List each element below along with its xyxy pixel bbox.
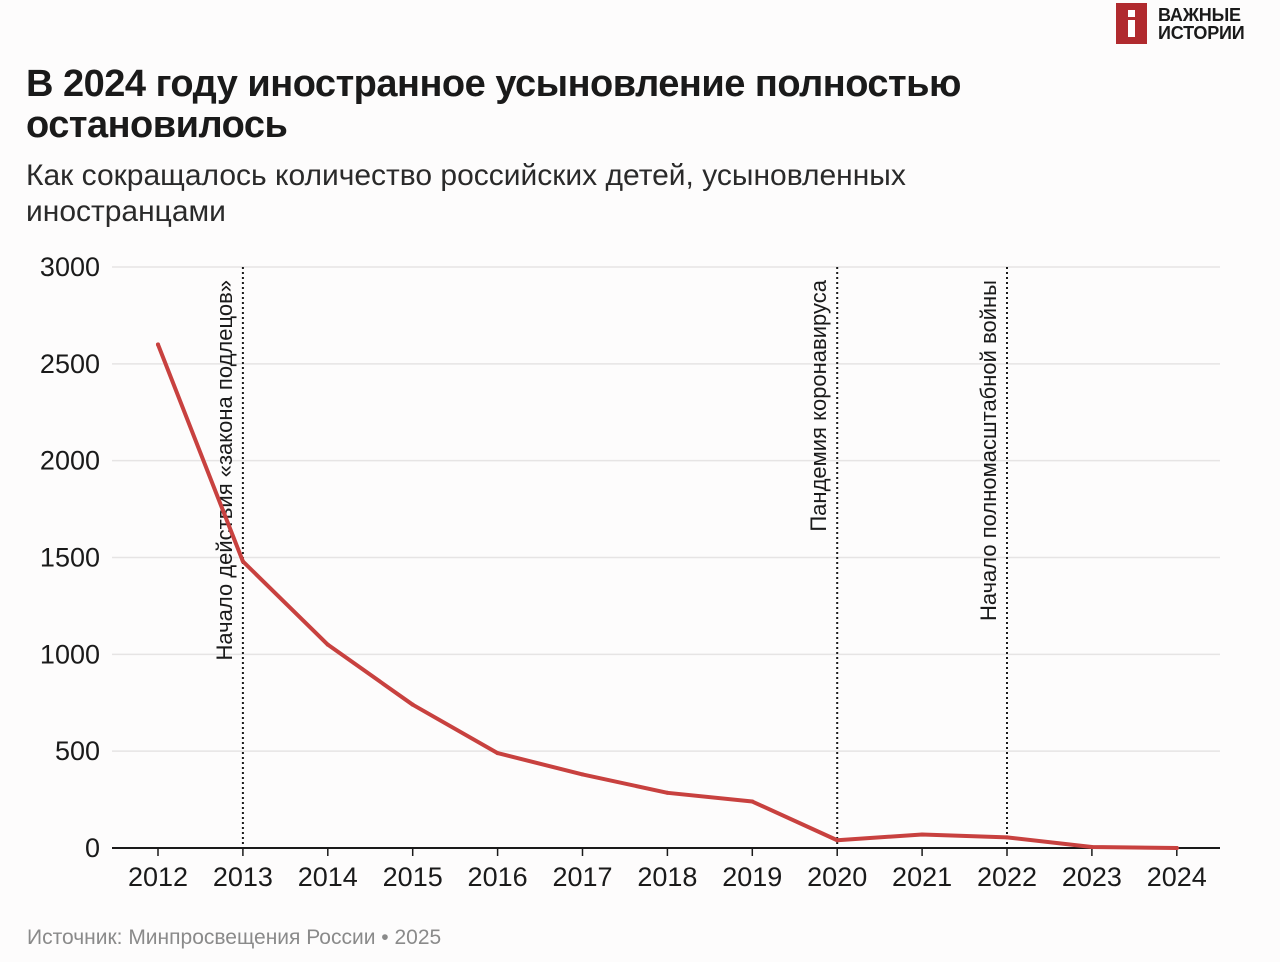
y-tick-label: 1000 [40,639,100,669]
y-tick-label: 2500 [40,349,100,379]
data-point [1174,846,1179,850]
x-tick-label: 2015 [383,862,443,892]
brand-logo: ВАЖНЫЕ ИСТОРИИ [1116,3,1245,44]
data-point [920,832,925,837]
y-tick-label: 2000 [40,446,100,476]
data-point [835,838,840,843]
x-tick-label: 2022 [977,862,1037,892]
x-tick-label: 2024 [1147,862,1207,892]
annotation-label: Начало полномасштабной войны [976,280,1001,621]
data-point [750,799,755,804]
info-icon [1116,3,1147,44]
brand-line-1: ВАЖНЫЕ [1158,4,1241,25]
data-point [325,642,330,647]
source-note: Источник: Минпросвещения России • 2025 [27,926,442,949]
data-point [580,772,585,777]
brand-name: ВАЖНЫЕ ИСТОРИИ [1158,6,1245,42]
x-tick-label: 2012 [128,862,188,892]
y-tick-label: 500 [55,736,100,766]
x-tick-label: 2018 [637,862,697,892]
annotation-label: Начало действия «закона подлецов» [212,280,237,660]
series-line [156,342,1179,850]
x-tick-label: 2021 [892,862,952,892]
chart-subtitle: Как сокращалось количество российских де… [26,159,906,228]
x-tick-label: 2017 [552,862,612,892]
chart-title: В 2024 году иностранное усыновление полн… [26,63,961,146]
data-point [1005,835,1009,840]
data-point [495,751,500,756]
data-point [156,342,160,347]
brand-line-2: ИСТОРИИ [1158,22,1245,43]
y-tick-label: 3000 [40,252,100,282]
data-point [665,790,670,795]
data-point [1089,845,1094,850]
x-tick-label: 2019 [722,862,782,892]
x-tick-label: 2013 [213,862,273,892]
x-tick-label: 2014 [298,862,358,892]
data-point [410,702,415,707]
x-tick-label: 2016 [468,862,528,892]
x-tick-label: 2020 [807,862,867,892]
y-tick-label: 0 [85,833,100,863]
data-point [240,559,245,564]
x-tick-label: 2023 [1062,862,1122,892]
annotation-label: Пандемия коронавируса [806,279,831,531]
y-tick-label: 1500 [40,543,100,573]
